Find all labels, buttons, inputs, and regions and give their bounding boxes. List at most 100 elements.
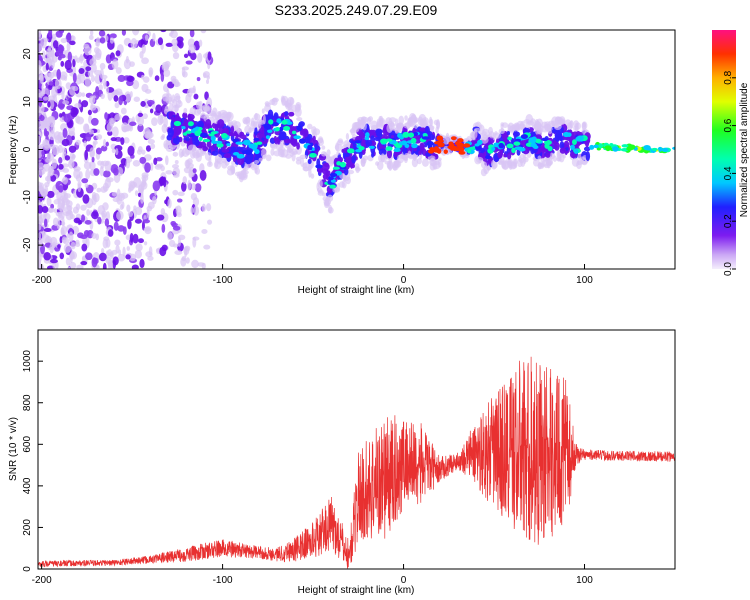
- spectrogram-core: [657, 146, 663, 152]
- spectrogram-core: [214, 140, 223, 144]
- spectrogram-blob: [88, 95, 96, 104]
- spectrogram-core: [513, 141, 521, 146]
- spectrogram-blob: [64, 204, 72, 215]
- spectrogram-blob: [100, 93, 105, 100]
- spectrogram-blob: [537, 155, 542, 161]
- x-tick-label: -200: [32, 575, 52, 586]
- spectrogram-core: [210, 135, 216, 142]
- spectrogram-blob: [87, 109, 92, 116]
- spectrogram-blob: [132, 159, 141, 167]
- spectrogram-blob: [516, 131, 520, 137]
- spectrogram-blob: [185, 93, 192, 104]
- spectrogram-blob: [43, 218, 48, 228]
- spectrogram-blob: [280, 149, 284, 156]
- spectrogram-blob: [167, 97, 173, 103]
- spectrogram-blob: [161, 223, 166, 233]
- spectrogram-blob: [65, 82, 72, 90]
- spectrogram-blob: [332, 186, 341, 193]
- spectrogram-blob: [522, 127, 531, 134]
- spectrogram-core: [200, 132, 206, 137]
- spectrogram-blob: [42, 96, 49, 101]
- spectrogram-blob: [193, 205, 200, 216]
- spectrogram-blob: [480, 168, 488, 177]
- spectrogram-core: [458, 146, 465, 152]
- spectrogram-blob: [131, 30, 140, 36]
- spectrogram-blob: [61, 236, 67, 244]
- spectrogram-blob: [123, 137, 130, 144]
- spectrogram-blob: [412, 123, 419, 130]
- spectrogram-blob: [160, 30, 167, 33]
- spectrogram-core: [332, 166, 340, 170]
- spectrogram-blob: [310, 173, 315, 179]
- spectrogram-blob: [562, 154, 566, 159]
- spectrogram-blob: [374, 136, 382, 142]
- spectrogram-blob: [206, 79, 210, 85]
- spectrogram-blob: [78, 220, 83, 225]
- spectrogram-blob: [68, 130, 76, 137]
- spectrogram-core: [469, 146, 477, 150]
- spectrogram-blob: [161, 134, 165, 139]
- spectrogram-core: [651, 147, 658, 151]
- spectrogram-blob: [141, 44, 146, 54]
- spectrogram-blob: [95, 147, 102, 155]
- spectrogram-core: [329, 184, 336, 189]
- spectrogram-blob: [48, 71, 55, 79]
- spectrogram-blob: [533, 120, 542, 131]
- spectrogram-blob: [72, 72, 77, 83]
- spectrogram-blob: [95, 40, 99, 47]
- spectrogram-blob: [436, 120, 440, 130]
- spectrogram-blob: [288, 111, 295, 117]
- spectrogram-core: [245, 149, 252, 156]
- spectrogram-blob: [172, 151, 179, 157]
- spectrogram-blob: [125, 55, 129, 64]
- spectrogram-blob: [203, 244, 211, 250]
- spectrogram-blob: [85, 168, 91, 180]
- spectrogram-blob: [386, 123, 393, 133]
- spectrogram-blob: [574, 122, 579, 132]
- spectrogram-blob: [180, 151, 184, 158]
- spectrogram-blob: [256, 132, 263, 140]
- spectrogram-blob: [198, 100, 203, 110]
- spectrogram-blob: [153, 157, 158, 166]
- spectrogram-blob: [244, 154, 253, 165]
- x-tick-label: -100: [213, 575, 233, 586]
- spectrogram-core: [498, 142, 505, 149]
- spectrogram-blob: [358, 131, 365, 139]
- spectrogram-core: [279, 126, 284, 132]
- spectrogram-core: [233, 152, 240, 156]
- spectrogram-blob: [146, 131, 154, 139]
- spectrogram-blob: [190, 151, 196, 159]
- spectrogram-core: [385, 138, 393, 142]
- spectrogram-core: [511, 147, 516, 154]
- spectrogram-blob: [117, 74, 126, 83]
- spectrogram-blob: [113, 167, 119, 176]
- spectrogram-blob: [357, 119, 365, 126]
- spectrogram-blob: [85, 66, 92, 72]
- y-tick-label: 0: [22, 566, 33, 572]
- spectrogram-blob: [137, 123, 144, 133]
- spectrogram-blob: [91, 156, 95, 163]
- snr-y-ticks: 0 200 400 600 800 1000: [22, 350, 43, 572]
- spectrogram-core: [226, 143, 231, 147]
- spectrogram-blob: [83, 161, 92, 170]
- spectrogram-blob: [418, 113, 427, 124]
- spectrogram-blob: [258, 157, 263, 162]
- spectrogram-blob: [187, 179, 191, 191]
- spectrogram-blob: [74, 103, 82, 109]
- spectrogram-blob: [532, 158, 540, 167]
- spectrogram-blob: [198, 39, 203, 47]
- spectrogram-y-label: Frequency (Hz): [8, 116, 19, 185]
- spectrogram-blob: [38, 167, 45, 176]
- spectrogram-blob: [75, 139, 81, 146]
- spectrogram-blob: [111, 191, 118, 197]
- spectrogram-blob: [118, 95, 123, 106]
- spectrogram-blob: [172, 52, 180, 60]
- spectrogram-blob: [70, 241, 76, 250]
- spectrogram-blob: [154, 75, 160, 82]
- spectrogram-blob: [349, 128, 356, 134]
- spectrogram-blob: [116, 91, 124, 96]
- spectrogram-blob: [181, 67, 186, 77]
- spectrogram-core: [530, 142, 537, 148]
- spectrogram-blob: [511, 123, 519, 132]
- spectrogram-blob: [117, 225, 125, 232]
